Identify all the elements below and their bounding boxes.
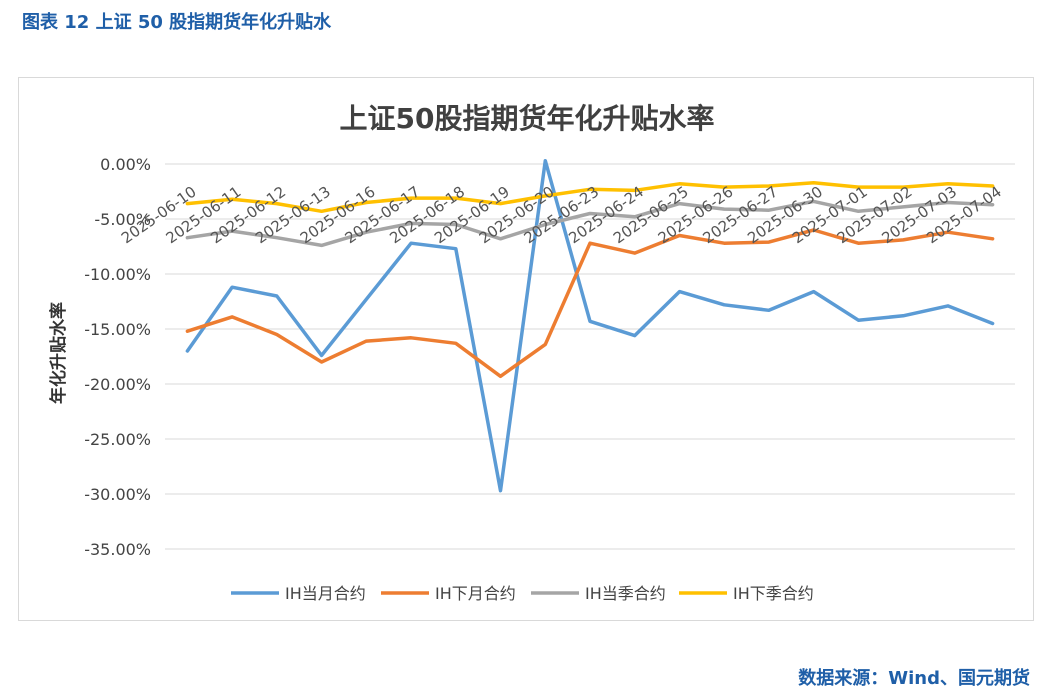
series-line-2	[185, 228, 995, 379]
legend: IH当月合约 IH下月合约 IH当季合约 IH下季合约	[231, 584, 814, 603]
y-tick-label: -35.00%	[84, 540, 151, 559]
grid-lines	[165, 163, 1015, 550]
chart-frame: 上证50股指期货年化升贴水率 年化升贴水率 0.00% -5.00% -10.00%…	[18, 77, 1034, 621]
series-lines	[185, 158, 995, 493]
chart-title: 上证50股指期货年化升贴水率	[340, 102, 715, 135]
y-tick-label: 0.00%	[100, 155, 151, 174]
y-tick-label: -25.00%	[84, 430, 151, 449]
y-tick-label: -20.00%	[84, 375, 151, 394]
legend-label: IH当月合约	[285, 584, 366, 603]
y-tick-label: -5.00%	[94, 210, 151, 229]
y-tick-label: -10.00%	[84, 265, 151, 284]
series-line-1	[185, 158, 995, 493]
legend-label: IH下月合约	[435, 584, 516, 603]
series-line-3	[185, 199, 995, 248]
y-tick-label: -30.00%	[84, 485, 151, 504]
series-line-4	[185, 180, 995, 214]
y-tick-label: -15.00%	[84, 320, 151, 339]
y-axis-ticks: 0.00% -5.00% -10.00% -15.00% -20.00% -25.00% -…	[84, 155, 151, 559]
legend-label: IH下季合约	[733, 584, 814, 603]
legend-label: IH当季合约	[585, 584, 666, 603]
source-note: 数据来源：Wind、国元期货	[798, 668, 1030, 689]
y-axis-label: 年化升贴水率	[48, 302, 69, 404]
figure-title: 图表 12 上证 50 股指期货年化升贴水	[22, 12, 332, 33]
line-chart: 上证50股指期货年化升贴水率 年化升贴水率 0.00% -5.00% -10.00%…	[48, 102, 1015, 603]
